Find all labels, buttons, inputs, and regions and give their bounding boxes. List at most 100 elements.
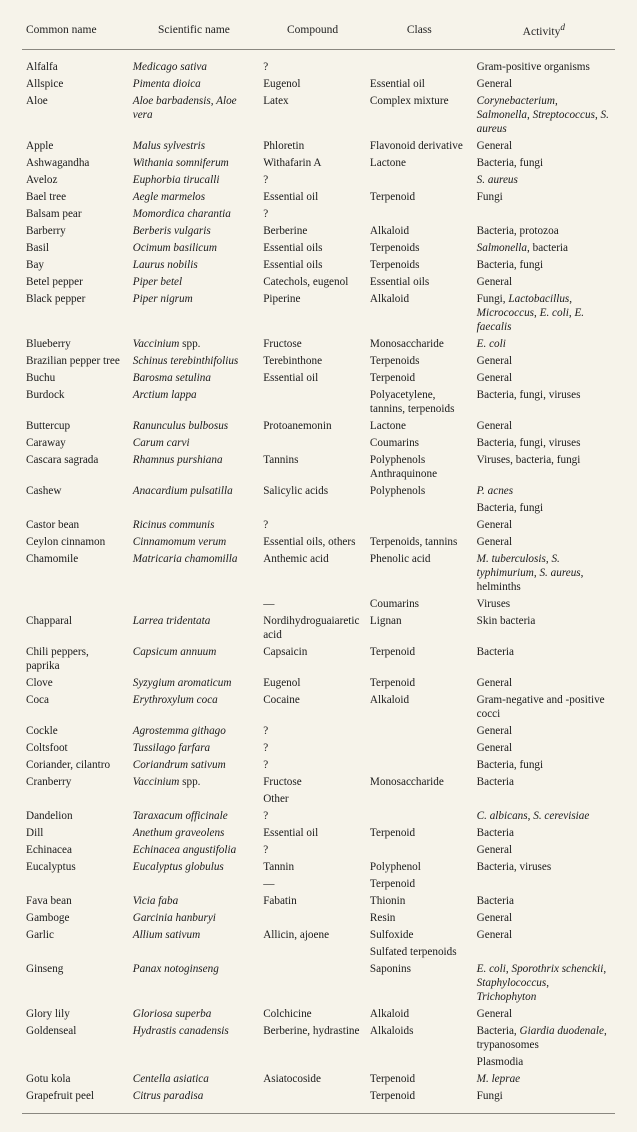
cell-class: Terpenoid: [366, 1071, 473, 1088]
cell-sci: Cinnamomum verum: [129, 534, 259, 551]
cell-class: [366, 808, 473, 825]
cell-compound: ?: [259, 517, 366, 534]
cell-class: Saponins: [366, 961, 473, 1006]
cell-sci: Aloe barbadensis, Aloe vera: [129, 93, 259, 138]
cell-class: [366, 723, 473, 740]
cell-activity: General: [473, 517, 615, 534]
cell-activity: Corynebacterium, Salmonella, Streptococc…: [473, 93, 615, 138]
cell-common: Chamomile: [22, 551, 129, 596]
cell-compound: Berberine: [259, 223, 366, 240]
table-row: Gotu kolaCentella asiaticaAsiatocosideTe…: [22, 1071, 615, 1088]
cell-class: [366, 500, 473, 517]
table-row: ChamomileMatricaria chamomillaAnthemic a…: [22, 551, 615, 596]
cell-compound: [259, 910, 366, 927]
col-common: Common name: [22, 18, 129, 50]
cell-class: Polyacetylene, tannins, terpenoids: [366, 387, 473, 418]
cell-sci: Panax notoginseng: [129, 961, 259, 1006]
cell-activity: Bacteria: [473, 644, 615, 675]
cell-class: Complex mixture: [366, 93, 473, 138]
cell-compound: ?: [259, 842, 366, 859]
cell-class: Terpenoids: [366, 240, 473, 257]
cell-compound: Eugenol: [259, 675, 366, 692]
table-row: GinsengPanax notoginsengSaponinsE. coli,…: [22, 961, 615, 1006]
cell-class: Sulfoxide: [366, 927, 473, 944]
cell-class: Polyphenol: [366, 859, 473, 876]
cell-class: Monosaccharide: [366, 336, 473, 353]
cell-sci: Euphorbia tirucalli: [129, 172, 259, 189]
table-row: GambogeGarcinia hanburyiResinGeneral: [22, 910, 615, 927]
table-row: Betel pepperPiper betelCatechols, eugeno…: [22, 274, 615, 291]
cell-compound: Essential oils, others: [259, 534, 366, 551]
cell-common: Gotu kola: [22, 1071, 129, 1088]
cell-sci: Anacardium pulsatilla: [129, 483, 259, 500]
cell-sci: Schinus terebinthifolius: [129, 353, 259, 370]
cell-class: Terpenoid: [366, 189, 473, 206]
cell-sci: Allium sativum: [129, 927, 259, 944]
cell-common: [22, 791, 129, 808]
cell-sci: Berberis vulgaris: [129, 223, 259, 240]
cell-compound: Fructose: [259, 336, 366, 353]
cell-compound: ?: [259, 723, 366, 740]
cell-sci: [129, 876, 259, 893]
cell-activity: Bacteria, fungi: [473, 500, 615, 517]
cell-compound: ?: [259, 50, 366, 76]
cell-sci: Piper nigrum: [129, 291, 259, 336]
cell-class: Thionin: [366, 893, 473, 910]
table-row: BasilOcimum basilicumEssential oilsTerpe…: [22, 240, 615, 257]
cell-compound: Withafarin A: [259, 155, 366, 172]
table-row: —Terpenoid: [22, 876, 615, 893]
table-row: DandelionTaraxacum officinale?C. albican…: [22, 808, 615, 825]
cell-activity: Bacteria, viruses: [473, 859, 615, 876]
cell-common: Brazilian pepper tree: [22, 353, 129, 370]
cell-compound: ?: [259, 740, 366, 757]
col-sci: Scientific name: [129, 18, 259, 50]
table-row: Fava beanVicia fabaFabatinThioninBacteri…: [22, 893, 615, 910]
cell-compound: Latex: [259, 93, 366, 138]
cell-class: Coumarins: [366, 435, 473, 452]
cell-compound: Salicylic acids: [259, 483, 366, 500]
cell-compound: Nordihydroguaiaretic acid: [259, 613, 366, 644]
cell-sci: Tussilago farfara: [129, 740, 259, 757]
cell-sci: Eucalyptus globulus: [129, 859, 259, 876]
cell-activity: General: [473, 1006, 615, 1023]
cell-activity: Bacteria, fungi, viruses: [473, 435, 615, 452]
cell-activity: Viruses: [473, 596, 615, 613]
cell-sci: Ranunculus bulbosus: [129, 418, 259, 435]
table-row: CocaErythroxylum cocaCocaineAlkaloidGram…: [22, 692, 615, 723]
cell-compound: Eugenol: [259, 76, 366, 93]
table-row: Other: [22, 791, 615, 808]
cell-common: Aloe: [22, 93, 129, 138]
cell-activity: General: [473, 927, 615, 944]
cell-common: Garlic: [22, 927, 129, 944]
cell-common: Betel pepper: [22, 274, 129, 291]
cell-common: Burdock: [22, 387, 129, 418]
cell-class: Lignan: [366, 613, 473, 644]
cell-compound: ?: [259, 757, 366, 774]
cell-sci: [129, 1054, 259, 1071]
cell-class: Alkaloid: [366, 1006, 473, 1023]
cell-compound: —: [259, 596, 366, 613]
cell-common: Ashwagandha: [22, 155, 129, 172]
cell-class: Terpenoid: [366, 1088, 473, 1114]
cell-activity: General: [473, 418, 615, 435]
col-class: Class: [366, 18, 473, 50]
cell-class: [366, 172, 473, 189]
cell-sci: Vaccinium spp.: [129, 774, 259, 791]
cell-sci: Withania somniferum: [129, 155, 259, 172]
cell-activity: M. tuberculosis, S. typhimurium, S. aure…: [473, 551, 615, 596]
cell-activity: [473, 206, 615, 223]
cell-activity: Fungi: [473, 1088, 615, 1114]
cell-activity: [473, 944, 615, 961]
cell-common: Eucalyptus: [22, 859, 129, 876]
col-compound: Compound: [259, 18, 366, 50]
cell-common: Goldenseal: [22, 1023, 129, 1054]
cell-common: Glory lily: [22, 1006, 129, 1023]
cell-sci: Rhamnus purshiana: [129, 452, 259, 483]
cell-class: Lactone: [366, 155, 473, 172]
cell-compound: Essential oil: [259, 825, 366, 842]
table-row: CashewAnacardium pulsatillaSalicylic aci…: [22, 483, 615, 500]
table-body: AlfalfaMedicago sativa?Gram-positive org…: [22, 50, 615, 1114]
cell-compound: Cocaine: [259, 692, 366, 723]
cell-class: Terpenoid: [366, 876, 473, 893]
cell-sci: Vicia faba: [129, 893, 259, 910]
